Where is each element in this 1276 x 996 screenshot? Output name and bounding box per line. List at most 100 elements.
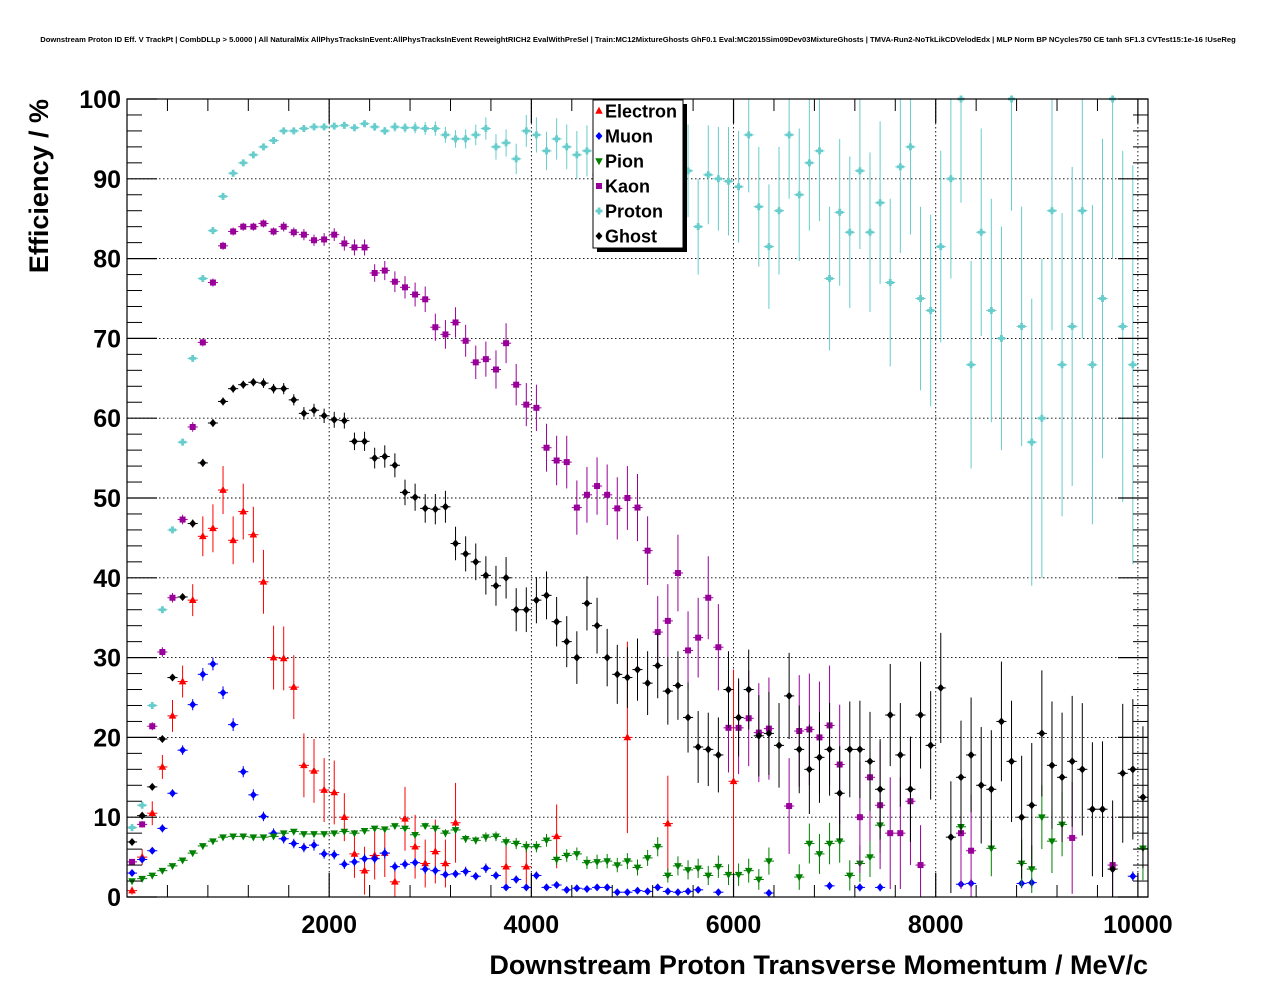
ghost-point: [502, 573, 510, 582]
ghost-point: [967, 750, 975, 759]
muon-point: [189, 700, 197, 709]
kaon-point: [472, 359, 479, 366]
plot-area-data: [127, 95, 1148, 898]
ghost-point: [684, 713, 692, 722]
proton-point: [280, 127, 288, 135]
kaon-point: [169, 594, 176, 601]
ghost-point: [1099, 805, 1107, 814]
proton-point: [765, 243, 773, 251]
kaon-point: [290, 229, 297, 236]
ghost-point: [300, 409, 308, 418]
pion-point: [451, 827, 460, 835]
electron-point: [289, 682, 298, 690]
kaon-point: [674, 570, 681, 577]
pion-point: [401, 825, 409, 833]
kaon-point: [917, 862, 924, 869]
kaon-point: [432, 324, 439, 331]
ghost-point: [1008, 757, 1016, 766]
ghost-point: [350, 437, 358, 446]
muon-point: [876, 883, 884, 892]
ghost-point: [229, 384, 237, 393]
pion-point: [633, 864, 642, 872]
kaon-point: [230, 228, 237, 235]
series-pion: [127, 785, 1148, 894]
muon-point: [765, 889, 773, 898]
ghost-point: [522, 605, 530, 614]
proton-point: [492, 143, 500, 151]
pion-point: [148, 872, 157, 880]
ghost-point: [128, 837, 136, 846]
proton-point: [472, 131, 480, 139]
muon-point: [381, 849, 389, 858]
muon-point: [229, 720, 237, 729]
proton-point: [967, 361, 975, 369]
kaon-point: [462, 337, 469, 344]
pion-point: [552, 856, 561, 864]
muon-point: [593, 883, 601, 892]
x-tick-label: 8000: [908, 911, 964, 939]
legend-label-kaon: Kaon: [605, 177, 650, 197]
ghost-point: [644, 679, 652, 688]
pion-point: [623, 858, 632, 866]
ghost-point: [1109, 865, 1117, 874]
proton-point: [320, 123, 328, 131]
proton-point: [1099, 295, 1107, 302]
pion-point: [542, 837, 551, 845]
electron-point: [209, 524, 217, 532]
electron-point: [249, 530, 258, 538]
muon-point: [512, 875, 520, 884]
legend-label-ghost: Ghost: [605, 227, 657, 247]
pion-point: [300, 831, 308, 839]
legend-label-electron: Electron: [605, 102, 677, 122]
ghost-point: [775, 741, 783, 750]
kaon-point: [361, 244, 368, 251]
muon-point: [350, 857, 358, 866]
ghost-point: [755, 731, 763, 740]
proton-point: [371, 123, 379, 131]
kaon-point: [715, 644, 722, 651]
y-tick-label: 60: [93, 405, 121, 433]
electron-point: [188, 595, 197, 603]
ghost-point: [179, 592, 187, 601]
proton-point: [462, 135, 470, 143]
ghost-point: [836, 789, 844, 798]
series-electron: [127, 466, 739, 897]
ghost-point: [168, 673, 176, 682]
proton-point: [259, 143, 267, 151]
proton-point: [189, 354, 197, 362]
axes: 2000 4000 6000 8000 10000 0 10 20 30 40 50 60 70 80 90…: [79, 86, 1172, 939]
kaon-point: [887, 830, 894, 837]
muon-point: [401, 860, 409, 869]
x-tick-label: 4000: [504, 911, 560, 939]
pion-point: [845, 872, 854, 880]
ghost-point: [1119, 769, 1127, 778]
ghost-point: [1088, 805, 1096, 814]
proton-point: [452, 135, 460, 143]
proton-point: [1058, 361, 1066, 369]
pion-point: [482, 834, 490, 842]
ghost-point: [886, 711, 894, 720]
proton-point: [694, 223, 702, 231]
proton-point: [391, 123, 399, 131]
pion-point: [603, 858, 611, 866]
pion-point: [471, 837, 480, 845]
ghost-point: [249, 378, 257, 387]
proton-point: [482, 125, 490, 133]
ghost-point: [664, 687, 672, 696]
kaon-point: [482, 356, 489, 363]
electron-point: [522, 862, 531, 870]
proton-point: [1038, 414, 1046, 422]
ghost-point: [1139, 793, 1147, 802]
kaon-point: [311, 237, 318, 244]
muon-point: [694, 885, 702, 894]
muon-point: [391, 862, 399, 871]
ghost-point: [866, 757, 874, 766]
pion-point: [653, 843, 662, 851]
pion-point: [613, 862, 622, 870]
kaon-point: [159, 649, 166, 656]
proton-point: [300, 125, 308, 133]
kaon-point: [523, 401, 530, 408]
ghost-point: [431, 505, 439, 514]
proton-point: [836, 208, 844, 216]
pion-point: [138, 875, 146, 883]
